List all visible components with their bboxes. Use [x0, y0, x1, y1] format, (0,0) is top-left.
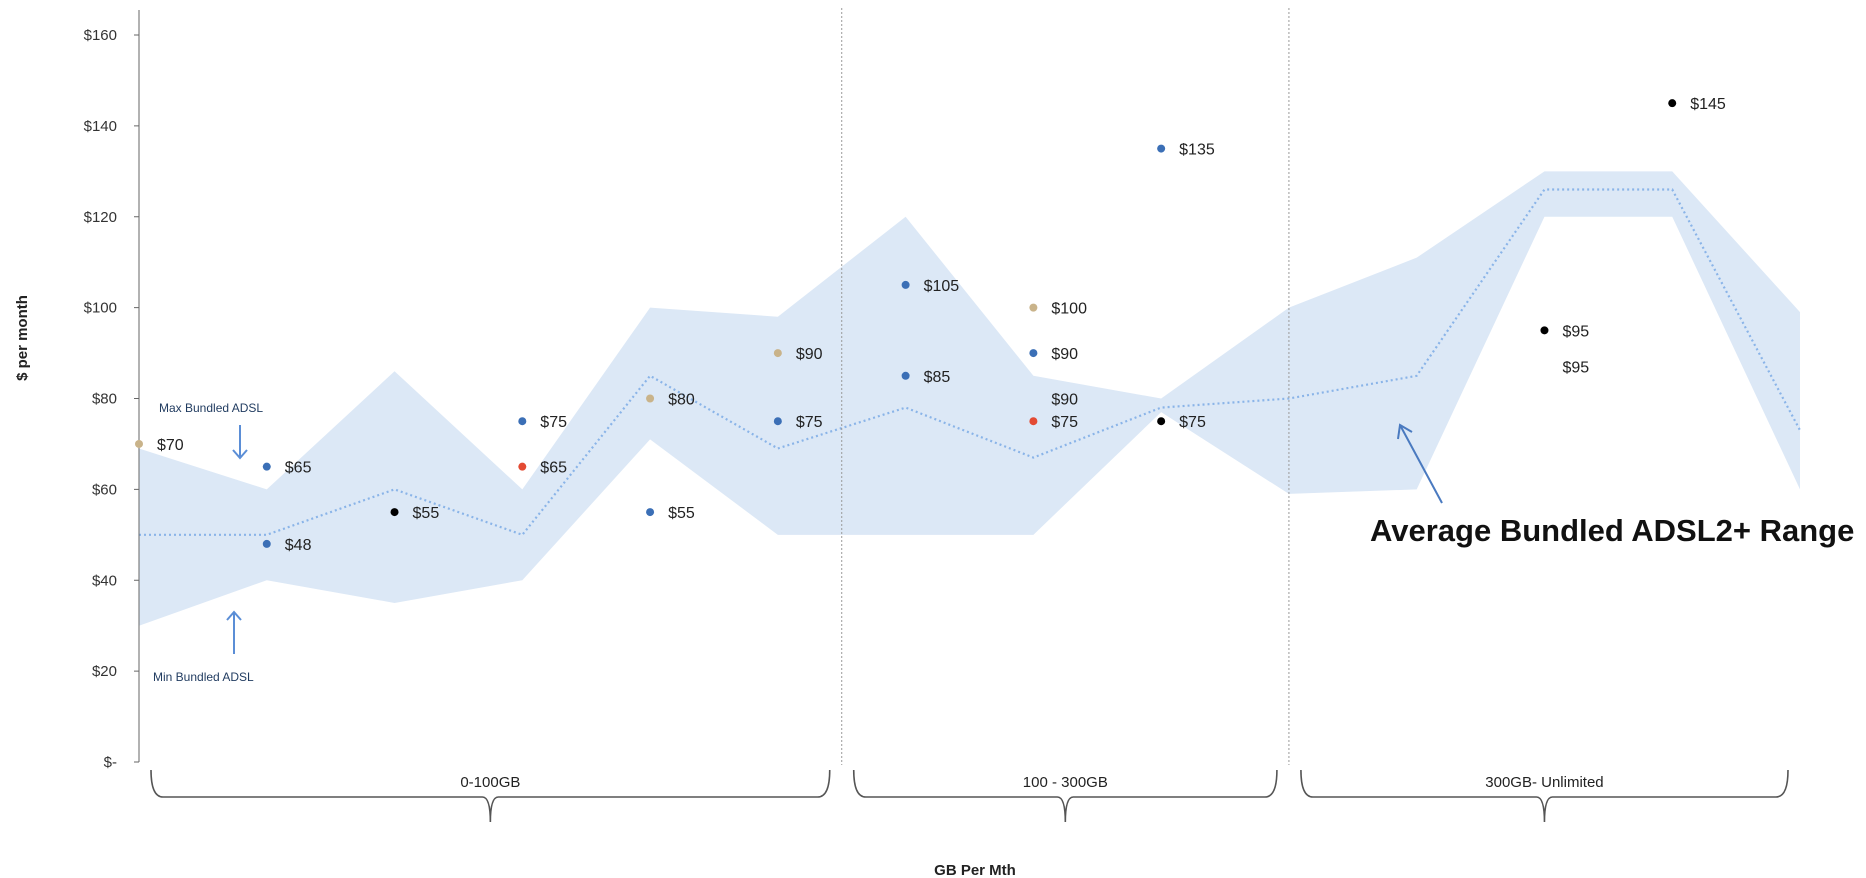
price-value-label: $90	[1051, 392, 1078, 409]
price-point-label: $48	[285, 537, 312, 554]
price-point	[646, 394, 655, 403]
y-tick-label: $80	[92, 391, 117, 408]
price-point	[773, 349, 782, 358]
y-tick-label: $20	[92, 663, 117, 680]
price-point	[1029, 303, 1038, 312]
price-point	[646, 508, 655, 517]
price-point	[1029, 417, 1038, 426]
price-point-label: $75	[796, 414, 823, 431]
price-point	[390, 508, 399, 517]
price-point-label: $135	[1179, 142, 1215, 159]
y-axis-title: $ per month	[14, 295, 31, 381]
group-brace	[150, 769, 831, 823]
y-tick-label: $60	[92, 481, 117, 498]
price-point-label: $75	[1051, 414, 1078, 431]
price-point	[518, 462, 527, 471]
price-point	[135, 439, 143, 448]
price-point-label: $55	[413, 505, 440, 522]
price-point	[901, 280, 910, 289]
price-point-label: $145	[1690, 96, 1726, 113]
price-point	[1668, 99, 1677, 108]
price-range-band	[139, 171, 1800, 626]
max-arrow	[232, 425, 248, 460]
price-point-label: $65	[285, 460, 312, 477]
min-bundled-adsl-label: Min Bundled ADSL	[153, 670, 254, 684]
price-point-label: $75	[540, 414, 567, 431]
price-point-label: $90	[1051, 346, 1078, 363]
price-value-label: $95	[1562, 360, 1589, 377]
range-callout-label: Average Bundled ADSL2+ Range	[1370, 513, 1854, 548]
price-point-label: $100	[1051, 301, 1087, 318]
price-point	[1157, 417, 1166, 426]
price-point	[262, 462, 271, 471]
group-label: 0-100GB	[460, 774, 520, 791]
min-arrow	[226, 610, 242, 654]
price-point	[773, 417, 782, 426]
price-point-label: $90	[796, 346, 823, 363]
y-tick-label: $40	[92, 572, 117, 589]
price-point-label: $80	[668, 392, 695, 409]
max-bundled-adsl-label: Max Bundled ADSL	[159, 401, 263, 415]
price-point	[518, 417, 527, 426]
price-point-label: $95	[1562, 323, 1589, 340]
y-tick-label: $-	[104, 754, 117, 771]
price-point	[1540, 326, 1549, 335]
y-tick-label: $140	[84, 118, 117, 135]
average-price-line	[139, 188, 1801, 537]
group-label: 300GB- Unlimited	[1485, 774, 1603, 791]
price-point-label: $55	[668, 505, 695, 522]
y-tick-label: $120	[84, 209, 117, 226]
price-point-label: $85	[924, 369, 951, 386]
price-point-label: $70	[157, 437, 184, 454]
price-point	[262, 539, 271, 548]
price-point-label: $105	[924, 278, 960, 295]
price-point-label: $75	[1179, 414, 1206, 431]
price-point	[1157, 144, 1166, 153]
range-callout-arrow	[1397, 423, 1443, 504]
price-point	[901, 371, 910, 380]
price-point-label: $65	[540, 460, 567, 477]
group-brace	[852, 769, 1278, 823]
y-tick-label: $160	[84, 27, 117, 44]
x-axis-title: GB Per Mth	[934, 862, 1016, 878]
group-label: 100 - 300GB	[1023, 774, 1108, 791]
y-tick-label: $100	[84, 300, 117, 317]
price-point	[1029, 349, 1038, 358]
group-brace	[1300, 769, 1789, 823]
